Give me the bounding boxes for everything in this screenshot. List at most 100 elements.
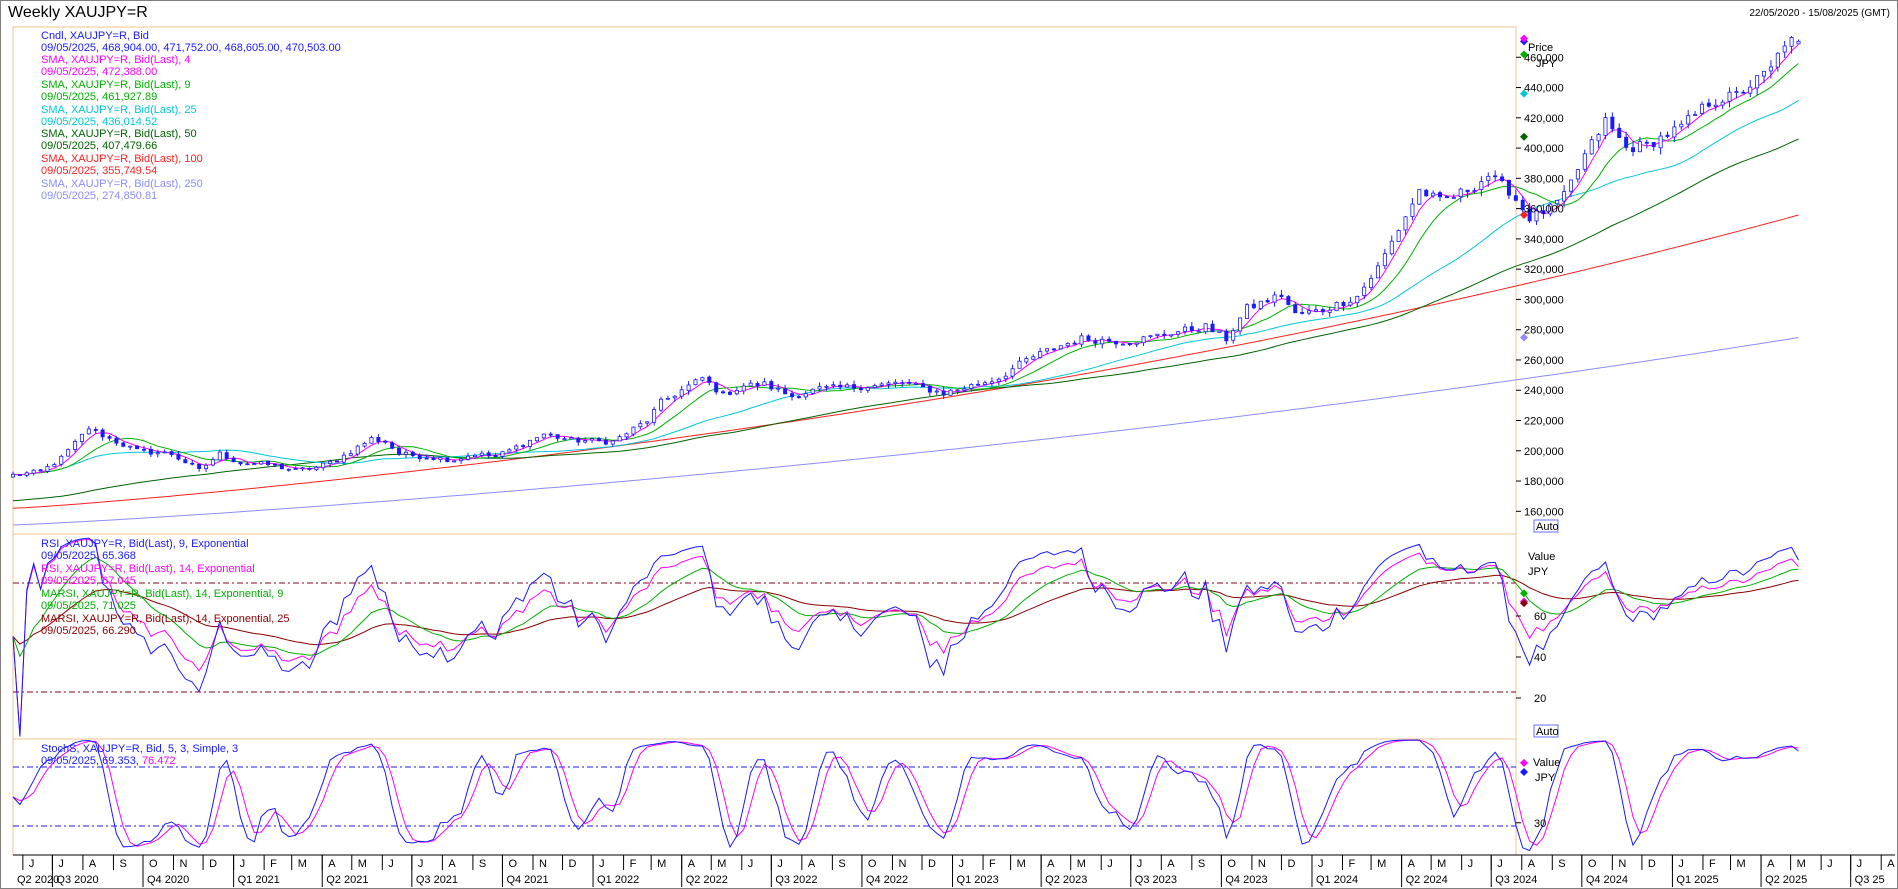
candle <box>583 437 588 444</box>
candle-body <box>679 389 684 397</box>
candle-body <box>1224 330 1229 342</box>
sma-100-marker <box>1520 211 1528 220</box>
candle <box>989 377 994 387</box>
candle-body <box>1693 114 1698 116</box>
candle <box>817 382 822 392</box>
candle-body <box>1796 40 1801 45</box>
sma-9-series <box>12 63 1799 476</box>
candle-body <box>1755 75 1760 89</box>
candle <box>1589 136 1594 155</box>
candle-body <box>445 457 450 463</box>
candle-body <box>817 386 822 390</box>
candle-body <box>810 388 815 394</box>
month-label: J <box>1678 858 1684 870</box>
candle <box>789 390 794 401</box>
candle-body <box>934 390 939 393</box>
month-label: A <box>688 858 696 870</box>
month-label: M <box>1377 858 1386 870</box>
candle-body <box>1107 338 1112 342</box>
candle-body <box>1575 169 1580 180</box>
month-label: J <box>1497 858 1503 870</box>
candle <box>1334 301 1339 312</box>
stoch-series <box>12 739 1799 852</box>
candle <box>1603 112 1608 140</box>
candle <box>1369 274 1374 291</box>
candle-body <box>1072 342 1077 345</box>
candle-body <box>803 393 808 398</box>
candle-body <box>486 452 491 457</box>
candle <box>486 450 491 459</box>
candle <box>1134 342 1139 348</box>
candle-body <box>748 382 753 387</box>
candle-body <box>307 467 312 470</box>
candle <box>596 437 601 442</box>
stoch-legend-value: 76.472 <box>139 755 176 767</box>
candle-body <box>893 381 898 384</box>
legend-line: SMA, XAUJPY=R, Bid(Last), 9 <box>41 79 190 91</box>
candle-body <box>362 443 367 447</box>
candle <box>1375 261 1380 279</box>
candle-body <box>1527 208 1532 222</box>
candle-body <box>1389 240 1394 255</box>
candle-body <box>645 421 650 424</box>
candle <box>183 457 188 464</box>
candle <box>279 462 284 470</box>
price-auto-button[interactable]: Auto <box>1533 519 1559 533</box>
price-panel-frame[interactable] <box>12 26 1517 535</box>
candle <box>1176 330 1181 338</box>
candle <box>548 431 553 438</box>
candle <box>17 474 22 477</box>
candle <box>858 385 863 393</box>
candle <box>652 406 657 426</box>
candle <box>1727 87 1732 108</box>
candle <box>1637 136 1642 153</box>
candle-body <box>1424 189 1429 197</box>
month-label: A <box>1528 858 1536 870</box>
candle-body <box>1713 104 1718 107</box>
candle-body <box>569 437 574 440</box>
candle <box>52 462 57 467</box>
candle-body <box>1506 179 1511 196</box>
candle <box>155 449 160 458</box>
candle-body <box>672 395 677 399</box>
candle-body <box>300 467 305 470</box>
sma-50-series <box>12 138 1799 502</box>
legend-line: SMA, XAUJPY=R, Bid(Last), 25 <box>41 104 197 116</box>
candle <box>1182 323 1187 335</box>
month-label: J <box>1468 858 1474 870</box>
candle-body <box>86 428 91 435</box>
candle <box>1258 300 1263 311</box>
candle-body <box>1768 66 1773 72</box>
price-tick-label: 180,000 <box>1524 476 1564 488</box>
candle <box>1631 140 1636 157</box>
candle-body <box>1348 301 1353 306</box>
candle-body <box>1472 190 1477 192</box>
candle-body <box>259 461 264 465</box>
candle-body <box>1375 265 1380 279</box>
candle-body <box>1582 153 1587 170</box>
candle-body <box>1631 147 1636 152</box>
candle <box>617 434 622 442</box>
candle <box>1555 199 1560 209</box>
candle-body <box>927 385 932 393</box>
candle-body <box>197 463 202 469</box>
candle <box>1672 120 1677 142</box>
candle-body <box>1548 203 1553 215</box>
candle-body <box>996 378 1001 382</box>
candle <box>1568 179 1573 197</box>
month-label: F <box>630 858 637 870</box>
candle-body <box>100 429 105 438</box>
candle-body <box>148 448 153 455</box>
candle <box>176 451 181 461</box>
candle <box>1341 300 1346 311</box>
sma-25-series <box>12 99 1799 476</box>
candle <box>603 436 608 446</box>
candle <box>24 471 29 478</box>
rsi-auto-button[interactable]: Auto <box>1533 724 1559 738</box>
candle <box>1396 229 1401 243</box>
stoch-k-line <box>12 739 1799 852</box>
candle-body <box>583 440 588 443</box>
candle <box>1541 204 1546 219</box>
candle-body <box>217 451 222 461</box>
